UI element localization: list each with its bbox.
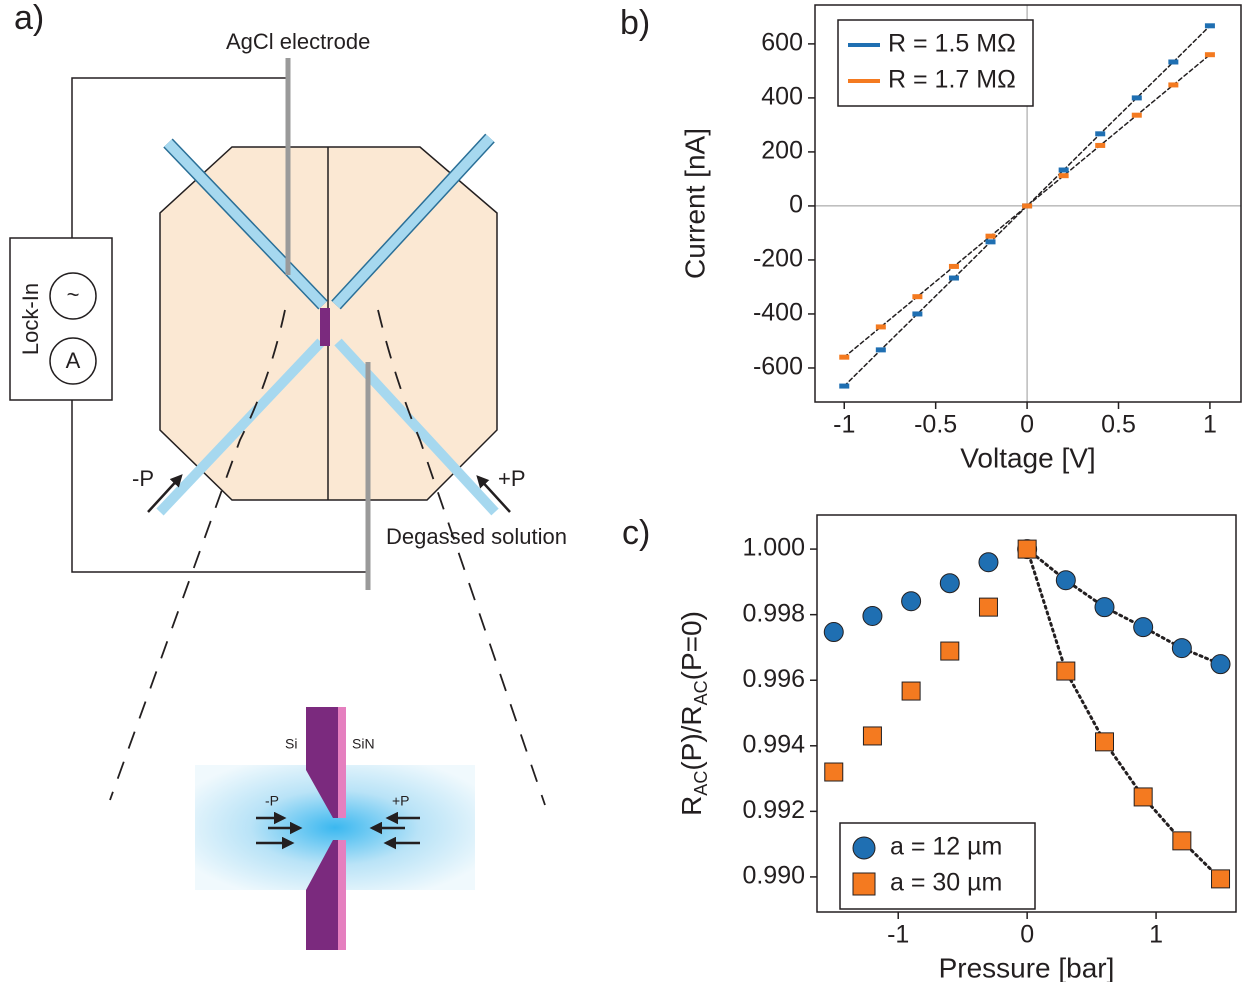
diagram: a) Lock-In ~ A AgCl electrode -P +P Dega… (10, 0, 567, 950)
point (979, 598, 997, 616)
x-tick-label: -0.5 (914, 411, 957, 439)
point (902, 682, 920, 700)
point (986, 234, 996, 239)
legend-label: a = 12 µm (890, 833, 1002, 861)
point (1059, 168, 1069, 173)
minus-p-label: -P (132, 466, 154, 491)
y-tick-label: 600 (761, 28, 803, 56)
figure: a) Lock-In ~ A AgCl electrode -P +P Dega… (0, 0, 1244, 982)
point (986, 239, 996, 244)
fit-line (1027, 549, 1220, 879)
point (1211, 655, 1230, 674)
panel-label: c) (622, 514, 650, 552)
y-tick-label: 1.000 (742, 534, 805, 562)
point (1018, 540, 1036, 558)
x-tick-label: 1 (1149, 921, 1163, 949)
legend-label: R = 1.5 MΩ (888, 30, 1016, 58)
point (1134, 618, 1153, 637)
point (1095, 598, 1114, 617)
point (1132, 113, 1142, 118)
y-tick-label: 0.996 (742, 665, 805, 693)
y-tick-label: -400 (753, 299, 803, 327)
source-symbol: ~ (67, 282, 80, 307)
y-tick-label: 0.994 (742, 730, 805, 758)
point (1168, 82, 1178, 87)
y-label-part: AC (691, 680, 711, 705)
point (979, 553, 998, 572)
y-tick-label: 0 (789, 191, 803, 219)
x-tick-label: -1 (887, 921, 909, 949)
point (1095, 143, 1105, 148)
point (1022, 203, 1032, 208)
sin (338, 707, 346, 818)
point (949, 276, 959, 281)
y-tick-label: 0.990 (742, 862, 805, 890)
legend-label: R = 1.7 MΩ (888, 66, 1016, 94)
point (912, 311, 922, 316)
membrane (320, 308, 330, 346)
lock-in-label: Lock-In (18, 283, 43, 355)
si-label: Si (285, 736, 297, 752)
zoom-minus-p: -P (265, 793, 279, 809)
point (1056, 571, 1075, 590)
zoom-plus-p: +P (392, 793, 410, 809)
y-axis-label: Current [nA] (679, 128, 710, 279)
solution-label: Degassed solution (386, 524, 567, 549)
point (824, 623, 843, 642)
y-label-part: (P)/R (676, 705, 707, 770)
x-tick-label: -1 (833, 411, 855, 439)
x-axis-label: Voltage [V] (960, 442, 1095, 473)
point (1172, 639, 1191, 658)
point (1168, 59, 1178, 64)
legend-swatch (853, 837, 875, 859)
point (839, 355, 849, 360)
point (940, 574, 959, 593)
point (1059, 173, 1069, 178)
y-axis-label: RAC(P)/RAC(P=0) (676, 611, 710, 816)
y-tick-label: 400 (761, 83, 803, 111)
meter-symbol: A (66, 348, 81, 373)
y-tick-label: -600 (753, 353, 803, 381)
point (1205, 52, 1215, 57)
point (825, 763, 843, 781)
plus-p-label: +P (498, 466, 526, 491)
point (1095, 733, 1113, 751)
point (876, 347, 886, 352)
sin-label: SiN (352, 736, 375, 752)
y-tick-label: 0.998 (742, 599, 805, 627)
x-tick-label: 0 (1020, 411, 1034, 439)
point (941, 642, 959, 660)
point (902, 592, 921, 611)
x-axis-label: Pressure [bar] (939, 952, 1115, 982)
legend-swatch (853, 873, 875, 895)
y-label-part: R (676, 796, 707, 816)
sin (338, 840, 346, 950)
point (1057, 662, 1075, 680)
panel-label: a) (14, 0, 44, 37)
y-tick-label: -200 (753, 245, 803, 273)
page: {"diagram": {"panel_label": "a)", "elect… (0, 0, 1244, 982)
y-tick-label: 0.992 (742, 796, 805, 824)
point (1095, 131, 1105, 136)
point (863, 727, 881, 745)
y-tick-label: 200 (761, 137, 803, 165)
point (1205, 23, 1215, 28)
x-tick-label: 0.5 (1101, 411, 1136, 439)
point (1212, 870, 1230, 888)
x-tick-label: 0 (1020, 921, 1034, 949)
point (1134, 788, 1152, 806)
legend-label: a = 30 µm (890, 869, 1002, 897)
point (912, 294, 922, 299)
panel-label: b) (620, 4, 650, 42)
y-label-part: (P=0) (676, 611, 707, 680)
point (876, 324, 886, 329)
point (1173, 832, 1191, 850)
y-label-part: AC (691, 771, 711, 796)
electrode-label: AgCl electrode (226, 29, 370, 54)
point (1132, 95, 1142, 100)
point (949, 264, 959, 269)
point (863, 606, 882, 625)
point (839, 384, 849, 389)
x-tick-label: 1 (1203, 411, 1217, 439)
